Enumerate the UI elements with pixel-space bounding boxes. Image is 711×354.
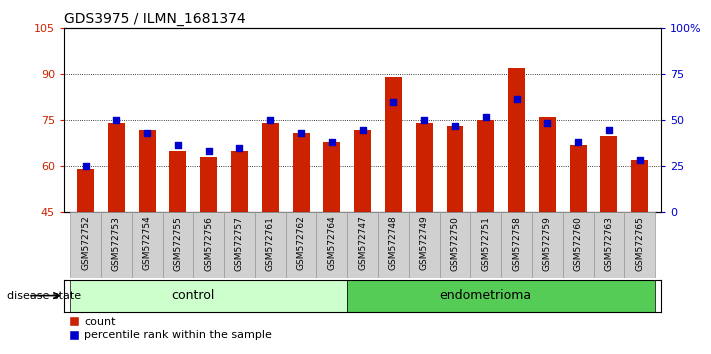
Bar	[600, 136, 617, 212]
Text: GSM572763: GSM572763	[604, 216, 614, 270]
Bar	[262, 124, 279, 212]
Text: GSM572755: GSM572755	[173, 216, 183, 270]
Point	[542, 121, 553, 126]
Point	[387, 99, 399, 105]
Point	[603, 127, 614, 132]
Bar	[409, 212, 439, 278]
Bar	[416, 124, 433, 212]
Bar	[70, 280, 347, 312]
Text: GSM572748: GSM572748	[389, 216, 398, 270]
Bar	[169, 151, 186, 212]
Bar	[594, 212, 624, 278]
Bar	[471, 212, 501, 278]
Bar	[532, 212, 562, 278]
Bar	[631, 160, 648, 212]
Text: disease state: disease state	[7, 291, 81, 301]
Bar	[163, 212, 193, 278]
Bar	[316, 212, 347, 278]
Bar	[354, 130, 371, 212]
Point	[510, 96, 522, 102]
Bar	[255, 212, 286, 278]
Bar	[347, 212, 378, 278]
Text: GSM572756: GSM572756	[204, 216, 213, 270]
Point	[111, 118, 122, 123]
Bar	[231, 151, 248, 212]
Text: GSM572765: GSM572765	[635, 216, 644, 270]
Point	[449, 124, 461, 129]
Bar	[347, 280, 655, 312]
Bar	[132, 212, 163, 278]
Point	[480, 114, 491, 120]
Text: GSM572757: GSM572757	[235, 216, 244, 270]
Bar	[508, 68, 525, 212]
Text: GSM572758: GSM572758	[512, 216, 521, 270]
Bar	[562, 212, 594, 278]
Point	[326, 139, 338, 145]
Text: GSM572762: GSM572762	[296, 216, 306, 270]
Bar	[139, 130, 156, 212]
Text: GSM572751: GSM572751	[481, 216, 491, 270]
Point	[634, 158, 646, 163]
Bar	[201, 157, 217, 212]
Text: GSM572750: GSM572750	[451, 216, 459, 270]
Bar	[385, 78, 402, 212]
Point	[141, 130, 153, 136]
Text: GSM572764: GSM572764	[327, 216, 336, 270]
Point	[295, 130, 306, 136]
Text: GSM572749: GSM572749	[419, 216, 429, 270]
Point	[357, 127, 368, 132]
Bar	[378, 212, 409, 278]
Bar	[439, 212, 471, 278]
Bar	[570, 145, 587, 212]
Point	[572, 139, 584, 145]
Bar	[77, 170, 94, 212]
Point	[419, 118, 430, 123]
Text: control: control	[171, 289, 215, 302]
Point	[234, 145, 245, 151]
Bar	[624, 212, 655, 278]
Point	[172, 142, 183, 148]
Bar	[70, 212, 101, 278]
Text: GSM572754: GSM572754	[143, 216, 151, 270]
Bar	[101, 212, 132, 278]
Bar	[501, 212, 532, 278]
Bar	[292, 133, 309, 212]
Text: GDS3975 / ILMN_1681374: GDS3975 / ILMN_1681374	[64, 12, 245, 26]
Bar	[286, 212, 316, 278]
Bar	[193, 212, 224, 278]
Bar	[539, 117, 556, 212]
Text: GSM572760: GSM572760	[574, 216, 582, 270]
Bar	[447, 126, 464, 212]
Text: GSM572753: GSM572753	[112, 216, 121, 270]
Bar	[477, 120, 494, 212]
Point	[80, 164, 91, 169]
Point	[203, 148, 215, 154]
Text: GSM572747: GSM572747	[358, 216, 367, 270]
Text: endometrioma: endometrioma	[439, 289, 532, 302]
Bar	[324, 142, 341, 212]
Legend: count, percentile rank within the sample: count, percentile rank within the sample	[65, 313, 277, 345]
Bar	[224, 212, 255, 278]
Point	[264, 118, 276, 123]
Bar	[108, 124, 125, 212]
Text: GSM572761: GSM572761	[266, 216, 274, 270]
Text: GSM572759: GSM572759	[542, 216, 552, 270]
Text: GSM572752: GSM572752	[81, 216, 90, 270]
